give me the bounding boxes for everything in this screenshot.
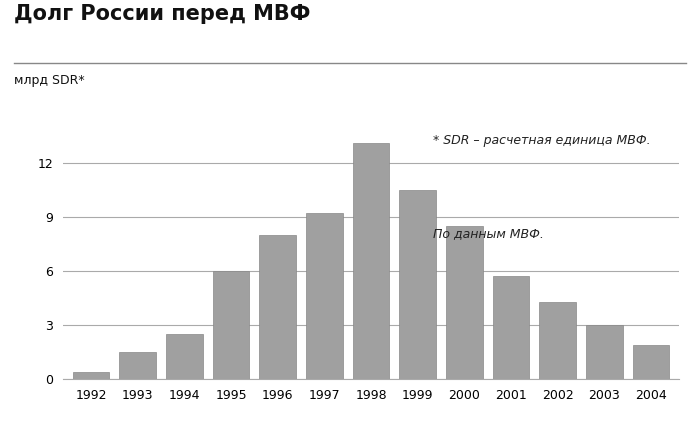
Text: * SDR – расчетная единица МВФ.: * SDR – расчетная единица МВФ. — [433, 134, 650, 147]
Bar — [353, 143, 389, 379]
Bar — [586, 325, 622, 379]
Bar — [400, 190, 436, 379]
Bar — [446, 226, 482, 379]
Bar — [260, 235, 296, 379]
Text: Долг России перед МВФ: Долг России перед МВФ — [14, 4, 310, 24]
Text: По данным МВФ.: По данным МВФ. — [433, 228, 543, 241]
Bar — [493, 276, 529, 379]
Bar — [633, 345, 669, 379]
Bar — [73, 372, 109, 379]
Bar — [306, 213, 342, 379]
Bar — [540, 302, 576, 379]
Text: млрд SDR*: млрд SDR* — [14, 74, 85, 87]
Bar — [166, 334, 202, 379]
Bar — [120, 352, 156, 379]
Bar — [213, 271, 249, 379]
